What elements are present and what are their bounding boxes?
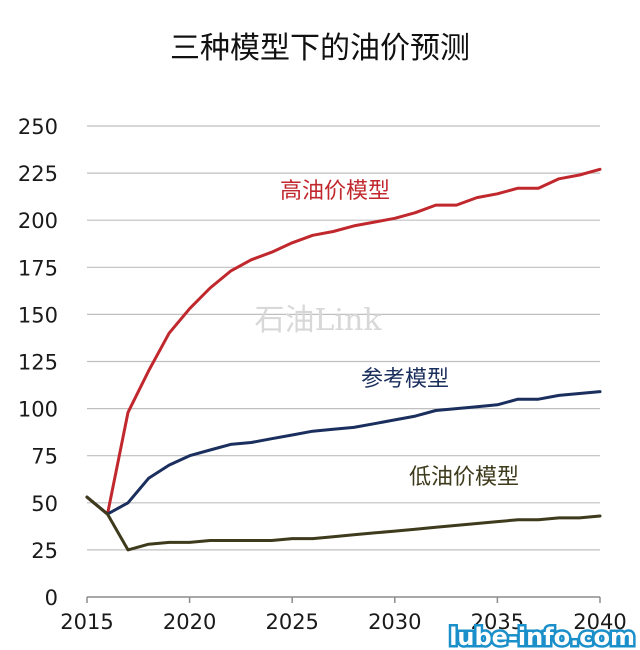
x-tick-label: 2020	[163, 610, 216, 634]
y-tick-label: 0	[45, 586, 58, 610]
y-tick-label: 175	[18, 256, 58, 280]
series-line-2	[85, 495, 602, 552]
x-tick-label: 2040	[573, 610, 626, 634]
series-line-0	[85, 167, 602, 516]
y-tick-label: 225	[18, 162, 58, 186]
series-line-1	[85, 390, 602, 516]
y-tick-label: 75	[31, 445, 58, 469]
chart-title: 三种模型下的油价预测	[170, 31, 470, 66]
axes: 0 25 50 75 100 125 150 175 200 225 250 2015 2020 2025…	[18, 115, 627, 634]
x-tick-label: 2025	[265, 610, 318, 634]
y-tick-label: 100	[18, 398, 58, 422]
watermark-text: 石油Link	[254, 303, 382, 338]
x-tick-label: 2035	[471, 610, 524, 634]
grid-lines	[87, 125, 600, 551]
series-label-0: 高油价模型	[280, 179, 390, 204]
x-tick-label: 2015	[60, 610, 113, 634]
y-tick-label: 200	[18, 209, 58, 233]
y-tick-label: 250	[18, 115, 58, 139]
series-label-1: 参考模型	[361, 367, 449, 392]
site-watermark: lube-info.com	[449, 623, 635, 650]
series-lines	[85, 167, 602, 552]
y-tick-label: 125	[18, 351, 58, 375]
series-label-2: 低油价模型	[409, 465, 519, 490]
y-tick-label: 150	[18, 303, 58, 327]
y-tick-label: 50	[31, 492, 58, 516]
y-tick-label: 25	[31, 539, 58, 563]
x-tick-label: 2030	[368, 610, 421, 634]
